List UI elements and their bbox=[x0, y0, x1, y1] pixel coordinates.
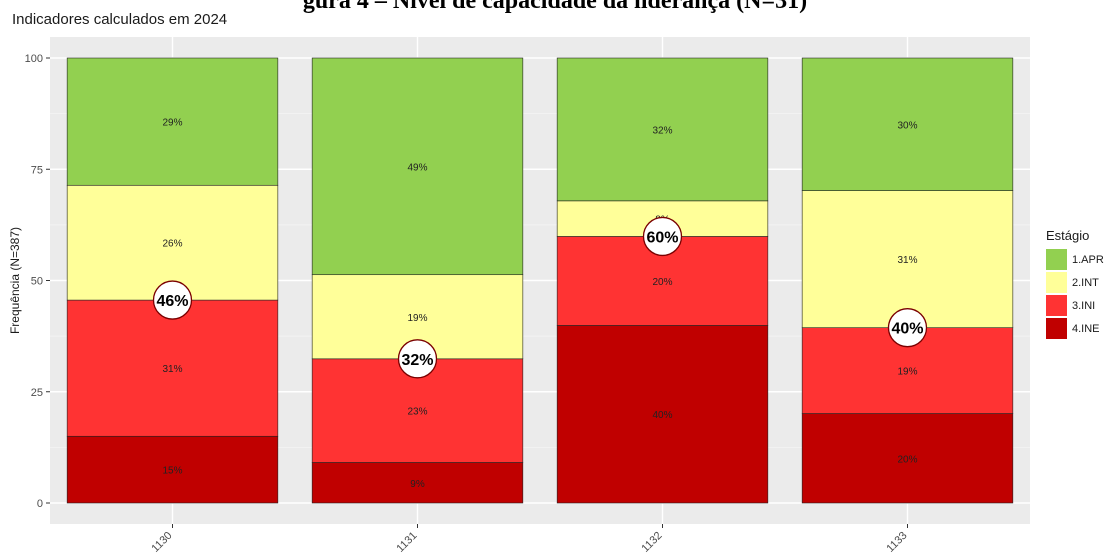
x-tick-label: 1133 bbox=[884, 530, 909, 554]
bar-segment-4-ine bbox=[556, 325, 769, 504]
highlight-bubble bbox=[887, 308, 928, 348]
legend-label: 2.INT bbox=[1072, 276, 1099, 289]
data-label: 9% bbox=[410, 479, 425, 490]
legend-swatch bbox=[1046, 318, 1067, 339]
highlight-label: 46% bbox=[156, 293, 188, 310]
data-label: 29% bbox=[162, 118, 182, 129]
data-label: 40% bbox=[652, 410, 672, 421]
y-tick-label: 25 bbox=[31, 387, 43, 399]
data-label: 23% bbox=[407, 407, 427, 418]
x-tick-label: 1131 bbox=[394, 530, 419, 554]
data-label: 19% bbox=[897, 367, 917, 378]
legend-swatch bbox=[1046, 295, 1067, 316]
y-tick-label: 75 bbox=[31, 164, 43, 176]
bar-segment-1-apr bbox=[311, 57, 524, 276]
legend-swatch bbox=[1046, 272, 1067, 293]
highlight-label: 60% bbox=[646, 229, 678, 246]
legend-item: 4.INE bbox=[1046, 317, 1104, 340]
highlight-bubble bbox=[397, 339, 438, 379]
legend-swatch bbox=[1046, 249, 1067, 270]
data-label: 32% bbox=[652, 125, 672, 136]
chart-subtitle: Indicadores calculados em 2024 bbox=[12, 11, 228, 28]
y-tick-label: 0 bbox=[37, 498, 43, 510]
data-label: 31% bbox=[162, 364, 182, 375]
bar-segment-4-ine bbox=[311, 462, 524, 504]
data-label: 20% bbox=[652, 277, 672, 288]
y-tick-label: 100 bbox=[25, 53, 43, 65]
highlight-bubble bbox=[152, 280, 193, 320]
data-label: 49% bbox=[407, 162, 427, 173]
bar-segment-3-ini bbox=[66, 299, 279, 437]
bar-segment-1-apr bbox=[801, 57, 1014, 191]
data-label: 20% bbox=[897, 454, 917, 465]
bar-segment-2-int bbox=[801, 190, 1014, 328]
bar-segment-4-ine bbox=[66, 435, 279, 504]
x-tick-label: 1130 bbox=[149, 530, 174, 554]
highlight-label: 32% bbox=[401, 352, 433, 369]
x-tick-label: 1132 bbox=[639, 530, 664, 554]
data-label: 19% bbox=[407, 313, 427, 324]
data-label: 30% bbox=[897, 120, 917, 131]
legend-title: Estágio bbox=[1046, 228, 1090, 243]
legend-item: 2.INT bbox=[1046, 271, 1104, 294]
legend-label: 3.INI bbox=[1072, 299, 1096, 312]
bar-segment-1-apr bbox=[556, 57, 769, 202]
highlight-label: 40% bbox=[891, 321, 923, 338]
legend-label: 1.APR bbox=[1072, 253, 1104, 266]
legend-label: 4.INE bbox=[1072, 322, 1100, 335]
legend: Estágio 1.APR 2.INT 3.INI 4.INE bbox=[1046, 228, 1104, 340]
data-label: 26% bbox=[162, 239, 182, 250]
highlight-bubble bbox=[642, 216, 683, 257]
y-tick-label: 50 bbox=[31, 276, 43, 288]
bar-segment-1-apr bbox=[66, 57, 279, 186]
data-label: 31% bbox=[897, 255, 917, 266]
page-heading: gura 4 – Nível de capacidade da lideranç… bbox=[302, 0, 808, 14]
bar-segment-4-ine bbox=[801, 413, 1014, 504]
legend-item: 3.INI bbox=[1046, 294, 1104, 317]
y-axis-title: Frequência (N=387) bbox=[8, 227, 22, 334]
legend-item: 1.APR bbox=[1046, 248, 1104, 271]
data-label: 15% bbox=[162, 466, 182, 477]
